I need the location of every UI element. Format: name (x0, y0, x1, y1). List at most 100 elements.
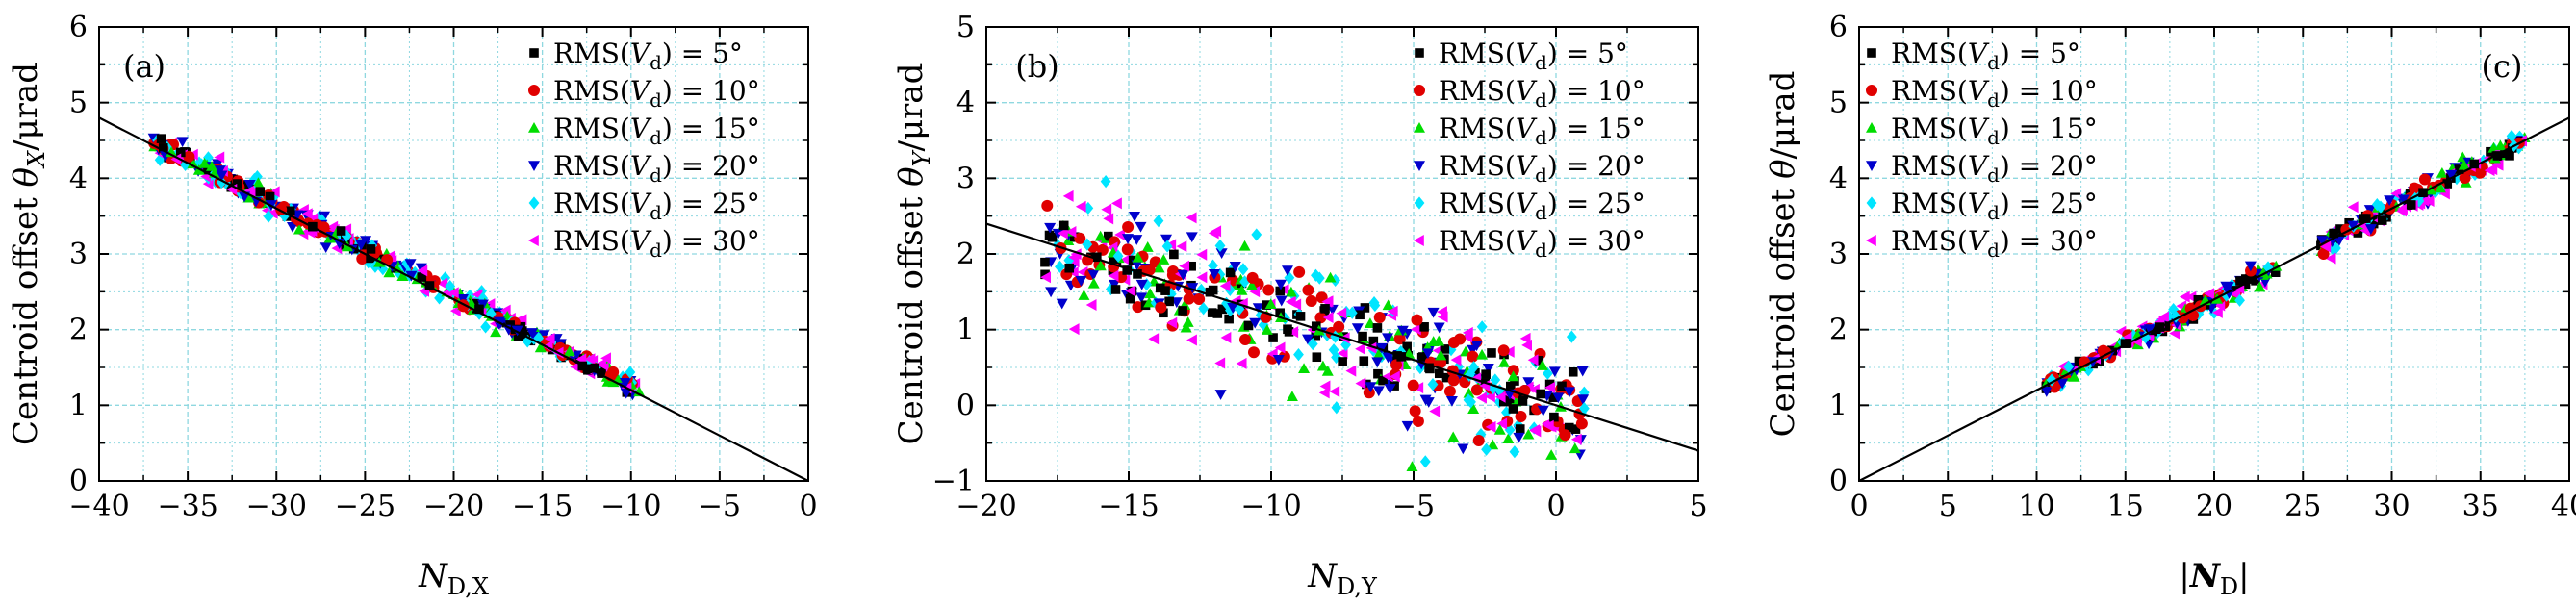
data-point (1078, 290, 1090, 300)
data-point (187, 158, 199, 169)
data-point (1487, 439, 1499, 450)
data-point (1288, 326, 1299, 339)
data-point (1359, 356, 1369, 366)
data-point (1082, 238, 1093, 251)
data-point (1293, 347, 1304, 362)
data-point (1504, 423, 1516, 437)
data-point (170, 153, 182, 165)
data-point (1337, 347, 1348, 360)
data-point (1568, 366, 1578, 377)
data-point (2235, 276, 2245, 286)
data-point (1387, 305, 1398, 317)
data-point (1264, 298, 1277, 310)
data-point (1536, 389, 1545, 399)
data-point (1251, 228, 1262, 241)
data-point (1314, 312, 1327, 324)
legend-label: RMS(Vd) = 15° (1891, 113, 2098, 149)
data-point (1570, 433, 1582, 445)
data-point (1578, 386, 1590, 399)
data-point (1040, 269, 1050, 280)
legend-label: RMS(Vd) = 10° (1891, 75, 2098, 112)
data-point (1044, 222, 1057, 234)
data-point (1057, 227, 1068, 240)
scatter-points (147, 133, 646, 401)
data-point (1305, 295, 1317, 308)
data-point (424, 281, 435, 290)
data-point (2364, 224, 2377, 235)
data-point (1322, 311, 1334, 323)
data-point (1108, 269, 1119, 282)
data-point (1186, 212, 1197, 224)
data-point (447, 287, 459, 299)
data-point (1427, 377, 1439, 391)
data-point (1176, 240, 1187, 253)
data-point (1262, 300, 1271, 310)
data-point (293, 223, 305, 235)
data-point (1396, 325, 1409, 337)
data-point (1135, 279, 1148, 290)
data-point (1205, 287, 1215, 297)
data-point (1153, 262, 1165, 273)
x-tick-label: 35 (2462, 490, 2499, 523)
legend-label: RMS(Vd) = 30° (1439, 225, 1645, 262)
data-point (1186, 232, 1198, 243)
data-point (2168, 302, 2180, 316)
x-tick-label: −20 (956, 490, 1016, 523)
data-point (366, 253, 375, 264)
data-point (1225, 267, 1236, 278)
data-point (1221, 296, 1232, 310)
legend-marker (1866, 85, 1877, 96)
data-point (1389, 370, 1400, 383)
data-point (1087, 269, 1100, 281)
legend-marker (529, 48, 539, 58)
data-point (1542, 366, 1553, 380)
data-point (1311, 330, 1321, 341)
data-point (1429, 405, 1441, 417)
data-point (1243, 320, 1254, 331)
data-point (1215, 248, 1228, 260)
data-point (175, 147, 186, 158)
data-point (1104, 231, 1113, 241)
data-point (319, 211, 331, 222)
data-point (1338, 357, 1347, 366)
data-point (2434, 182, 2446, 193)
x-tick-label: −25 (335, 490, 395, 523)
data-point (2317, 248, 2330, 261)
data-point (1570, 424, 1581, 434)
data-point (1286, 391, 1298, 402)
data-point (1440, 344, 1450, 354)
data-point (590, 363, 600, 373)
data-point (1105, 283, 1116, 296)
legend: RMS(Vd) = 5°RMS(Vd) = 10°RMS(Vd) = 15°RM… (1866, 38, 2098, 262)
legend-marker (1866, 161, 1877, 171)
y-tick-label: 6 (1829, 11, 1848, 44)
data-point (1545, 449, 1558, 460)
data-point (285, 206, 295, 216)
data-point (1569, 442, 1581, 454)
data-point (1236, 357, 1247, 369)
x-axis-label: |ND| (2179, 557, 2249, 600)
fit-line (99, 116, 808, 481)
data-point (198, 157, 211, 168)
data-point (1485, 420, 1496, 433)
x-tick-label: 0 (1546, 490, 1565, 523)
data-point (1150, 296, 1161, 310)
data-point (1246, 271, 1259, 284)
data-point (1577, 394, 1590, 406)
y-tick-label: 2 (69, 314, 88, 347)
data-point (2347, 220, 2359, 232)
data-point (1179, 260, 1190, 272)
legend-label: RMS(Vd) = 5° (1891, 38, 2080, 74)
data-point (1161, 240, 1173, 253)
data-point (1159, 308, 1168, 318)
data-point (2377, 215, 2387, 225)
x-tick-label: 30 (2373, 490, 2410, 523)
legend-label: RMS(Vd) = 25° (553, 188, 760, 224)
data-point (1103, 213, 1114, 225)
data-point (1165, 288, 1177, 301)
data-point (1493, 423, 1506, 435)
data-point (1132, 251, 1144, 263)
data-point (1285, 286, 1297, 297)
data-point (1559, 429, 1571, 442)
data-point (1311, 321, 1321, 331)
